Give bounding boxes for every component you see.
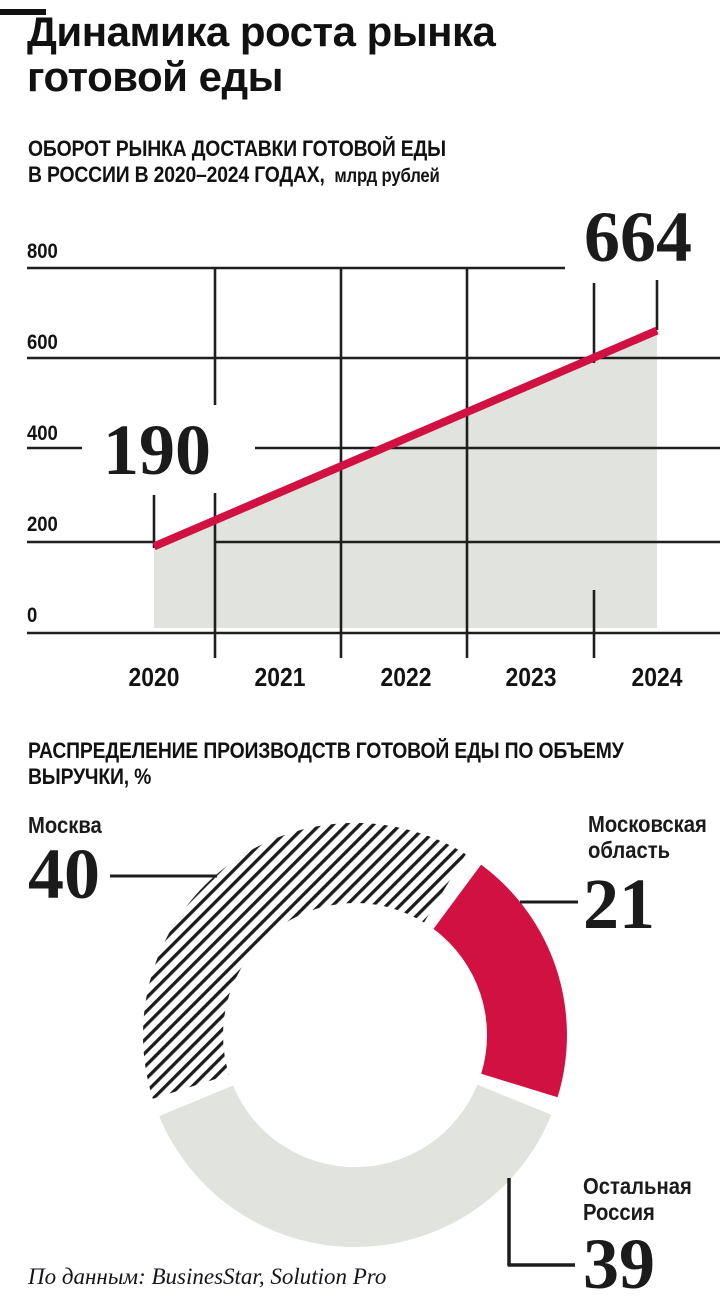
top-rule bbox=[0, 9, 46, 15]
x-axis-tick-2022: 2022 bbox=[380, 662, 431, 692]
segment-label-rest-russia: Остальная Россия bbox=[583, 1173, 692, 1225]
callout-line-rest-russia bbox=[507, 1178, 575, 1267]
y-axis-tick-800: 800 bbox=[27, 239, 58, 263]
segment-label-moscow: Москва bbox=[28, 812, 102, 838]
segment-value-moscow-region: 21 bbox=[583, 864, 655, 944]
line-chart-unit: млрд рублей bbox=[334, 166, 440, 187]
x-axis-tick-2024: 2024 bbox=[631, 662, 683, 692]
donut-segment-2 bbox=[159, 1084, 552, 1248]
line-chart-subtitle-line2: В РОССИИ В 2020–2024 ГОДАХ, млрд рублей bbox=[28, 162, 446, 190]
segment-value-moscow: 40 bbox=[28, 834, 100, 914]
segment-value-rest-russia: 39 bbox=[583, 1224, 655, 1304]
x-axis-tick-2020: 2020 bbox=[128, 662, 180, 692]
donut-segment-0 bbox=[142, 822, 466, 1099]
page-title-line2: готовой еды bbox=[27, 53, 284, 100]
donut-header-line2: ВЫРУЧКИ, % bbox=[28, 764, 152, 789]
line-chart-subtitle-caps: В РОССИИ В 2020–2024 ГОДАХ, bbox=[28, 162, 325, 187]
donut-segment-1 bbox=[433, 864, 567, 1098]
donut-header-line1: РАСПРЕДЕЛЕНИЕ ПРОИЗВОДСТВ ГОТОВОЙ ЕДЫ ПО… bbox=[28, 738, 624, 763]
page-title: Динамика роста рынка готовой еды bbox=[27, 8, 496, 100]
y-axis-tick-400: 400 bbox=[27, 421, 58, 445]
y-axis-tick-200: 200 bbox=[27, 512, 58, 536]
x-axis-tick-2021: 2021 bbox=[254, 662, 306, 692]
line-chart-subtitle: ОБОРОТ РЫНКА ДОСТАВКИ ГОТОВОЙ ЕДЫ В РОСС… bbox=[28, 136, 446, 190]
segment-label-moscow-region: Московская область bbox=[588, 811, 707, 863]
revenue-data-line bbox=[152, 326, 659, 551]
area-fill bbox=[154, 330, 657, 628]
page-title-line1: Динамика роста рынка bbox=[27, 8, 496, 55]
y-axis-tick-600: 600 bbox=[27, 330, 58, 354]
value-label-2020: 190 bbox=[103, 410, 211, 490]
x-axis-tick-2023: 2023 bbox=[505, 662, 557, 692]
production-donut-chart bbox=[110, 822, 578, 1267]
source-note: По данным: BusinesStar, Solution Pro bbox=[28, 1264, 387, 1289]
donut-section-header: РАСПРЕДЕЛЕНИЕ ПРОИЗВОДСТВ ГОТОВОЙ ЕДЫ ПО… bbox=[28, 738, 624, 790]
value-label-2024: 664 bbox=[584, 197, 692, 277]
revenue-line-chart bbox=[27, 266, 720, 658]
line-chart-subtitle-line1: ОБОРОТ РЫНКА ДОСТАВКИ ГОТОВОЙ ЕДЫ bbox=[28, 136, 446, 161]
y-axis-tick-0: 0 bbox=[27, 604, 38, 627]
